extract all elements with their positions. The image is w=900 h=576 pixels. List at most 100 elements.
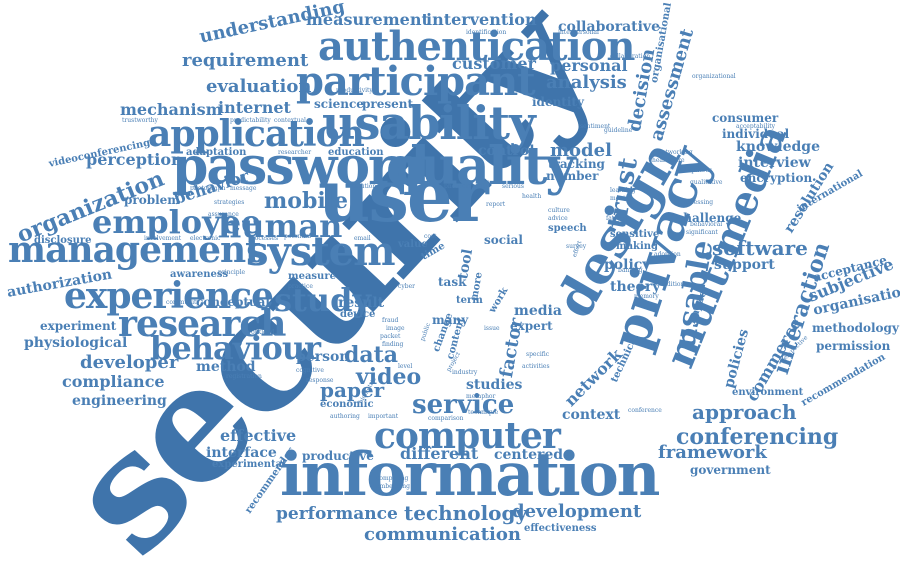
word-interview: interview (738, 155, 811, 171)
word-analysis: analysis (546, 72, 627, 93)
word-comparison: comparison (428, 415, 464, 422)
word-behaviour: behaviour (150, 329, 321, 367)
word-developer: developer (80, 352, 179, 373)
word-experiment: experiment (40, 319, 117, 333)
word-level: level (398, 363, 413, 370)
word-identity: identity (532, 95, 584, 109)
word-predictability: predictability (230, 117, 271, 124)
word-networking: networking (658, 149, 693, 156)
word-public: public (419, 322, 433, 343)
word-employee: employee (92, 203, 262, 241)
word-information: information (280, 440, 660, 510)
word-physiological: physiological (24, 335, 128, 351)
word-science: science (314, 97, 364, 111)
word-fatigue: fatigue (606, 215, 628, 222)
word-compliance: compliance (62, 372, 165, 391)
word-research: research (118, 303, 286, 345)
word-support: support (714, 257, 775, 273)
word-perception: perception (86, 150, 183, 169)
word-sentiment: sentiment (580, 123, 611, 130)
word-guideline: guideline (604, 127, 633, 134)
word-methodology: methodology (812, 321, 899, 335)
word-experience: experience (64, 275, 274, 317)
word-processes: processes (248, 235, 279, 242)
word-assessing: assessing (684, 199, 714, 206)
word-centered: centered (494, 447, 564, 463)
word-solution: solution (352, 183, 377, 190)
word-productivity: productivity (336, 87, 373, 94)
word-serious: serious (502, 183, 524, 190)
word-recommendation: recommendation (799, 351, 888, 409)
word-making: making (616, 241, 659, 252)
word-activities: activities (522, 363, 550, 370)
word-disclosure: disclosure (34, 235, 92, 246)
word-embedding: embedding (376, 483, 410, 490)
word-number: number (546, 169, 599, 183)
word-advice: advice (548, 215, 568, 222)
word-response: response (306, 377, 334, 384)
word-effective: effective (220, 426, 297, 445)
word-expert: expert (510, 319, 553, 333)
word-cyber: cyber (398, 283, 416, 290)
word-experimental: experimental (212, 459, 286, 470)
word-interface: interface (206, 445, 277, 461)
word-device: device (340, 309, 376, 320)
word-behavioral: behavioral (690, 221, 723, 228)
word-environment: environment (732, 387, 804, 398)
word-photograph: photograph (190, 185, 226, 192)
word-customer: customer (452, 54, 536, 73)
word-packet: packet (380, 333, 401, 340)
word-culture: culture (548, 207, 570, 214)
word-conferencing: conferencing (676, 424, 839, 450)
word-qualitative: qualitative (690, 179, 723, 186)
word-knowledge: knowledge (736, 139, 820, 155)
word-authoring: authoring (330, 413, 360, 420)
word-mobile: mobile (264, 188, 349, 214)
word-performance: performance (276, 504, 398, 524)
word-electronic: electronic (190, 235, 221, 242)
word-important: important (368, 413, 399, 420)
word-usability: usability (322, 96, 536, 150)
word-social: social (484, 233, 523, 247)
word-task: task (438, 275, 467, 289)
word-application: application (148, 113, 365, 155)
word-evaluation: evaluation (206, 76, 312, 97)
word-studies: studies (466, 377, 523, 393)
word-technology: technology (404, 501, 528, 525)
word-permission: permission (816, 339, 891, 353)
word-organizational: organizational (692, 73, 736, 80)
word-identification: identification (466, 29, 507, 36)
word-specific: specific (526, 351, 550, 358)
word-practice: practice (288, 283, 313, 290)
word-communication: communication (364, 524, 521, 545)
word-report: report (486, 201, 506, 208)
word-trustworthy: trustworthy (122, 117, 158, 124)
word-adaptation: adaptation (186, 147, 247, 158)
word-interpersonal: interpersonal (558, 29, 599, 36)
word-registration: registration (226, 373, 262, 380)
word-learning: learning (610, 187, 636, 194)
word-collaborative: collaborative (558, 19, 660, 35)
word-video: video (356, 364, 422, 390)
word-metaphor: metaphor (466, 393, 496, 400)
word-photo: photo (444, 183, 462, 190)
word-community: community (166, 299, 200, 306)
word-condition: condition (656, 281, 685, 288)
word-encryption: encryption (740, 171, 813, 185)
word-workload: workload (246, 329, 275, 336)
word-finding: finding (382, 341, 404, 348)
word-individual: individual (722, 127, 790, 141)
word-awareness: awareness (170, 269, 229, 280)
word-conceptual: conceptual (196, 295, 270, 309)
word-present: present (362, 97, 414, 111)
word-approach: approach (692, 400, 797, 424)
word-involvement: involvement (144, 235, 182, 242)
word-tracking: tracking (548, 157, 605, 171)
word-user: user (318, 153, 489, 238)
word-authentication: authentication (318, 23, 635, 70)
word-memory: memory (634, 293, 659, 300)
word-theory: theory (610, 279, 661, 295)
word-media: media (514, 303, 562, 319)
word-computing: computing (376, 475, 409, 482)
word-consumer: consumer (712, 111, 779, 125)
